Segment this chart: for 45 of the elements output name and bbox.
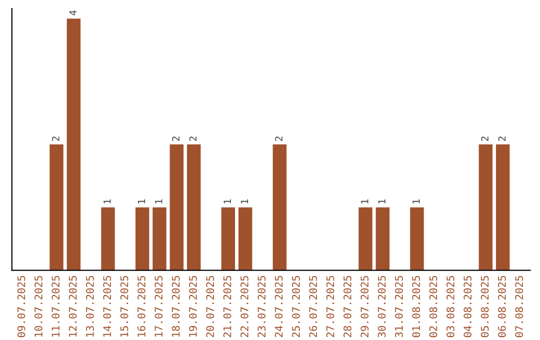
x-tick-label: 30.07.2025 xyxy=(378,276,386,338)
x-tick-label: 25.07.2025 xyxy=(292,276,300,338)
x-tick-label: 31.07.2025 xyxy=(394,276,403,338)
x-tick-label: 11.07.2025 xyxy=(52,276,60,337)
x-tick-label: 15.07.2025 xyxy=(120,276,128,337)
x-tick-label: 21.07.2025 xyxy=(223,276,232,338)
x-tick-label: 28.07.2025 xyxy=(343,276,352,338)
x-tick-label: 04.08.2025 xyxy=(464,276,472,338)
x-tick-label: 18.07.2025 xyxy=(172,276,180,337)
data-label: 1 xyxy=(224,199,231,204)
x-tick-label: 06.08.2025 xyxy=(498,276,506,338)
x-tick-label: 13.07.2025 xyxy=(86,276,94,337)
x-tick-label: 24.07.2025 xyxy=(274,276,283,338)
data-label: 2 xyxy=(172,136,180,141)
data-label: 1 xyxy=(240,199,248,204)
x-tick-label: 09.07.2025 xyxy=(17,276,26,338)
data-label: 1 xyxy=(412,199,420,204)
x-tick-label: 14.07.2025 xyxy=(103,276,112,337)
data-label: 2 xyxy=(498,136,506,141)
x-tick-label: 12.07.2025 xyxy=(68,276,77,337)
x-tick-label: 16.07.2025 xyxy=(138,276,146,337)
x-tick-label: 02.08.2025 xyxy=(429,276,438,338)
data-label: 2 xyxy=(189,136,197,141)
x-tick-label: 10.07.2025 xyxy=(34,276,42,337)
x-tick-label: 19.07.2025 xyxy=(189,276,197,337)
x-tick-label: 22.07.2025 xyxy=(240,276,248,338)
data-label: 1 xyxy=(155,199,162,204)
data-label: 1 xyxy=(104,199,111,204)
data-label: 1 xyxy=(138,199,146,204)
data-label: 2 xyxy=(481,136,488,141)
data-label: 2 xyxy=(52,136,60,141)
x-tick-label: 01.08.2025 xyxy=(412,276,420,338)
x-tick-label: 20.07.2025 xyxy=(206,276,214,338)
data-label: 2 xyxy=(275,136,282,141)
x-tick-label: 07.08.2025 xyxy=(515,276,524,338)
x-tick-label: 03.08.2025 xyxy=(446,276,454,338)
x-tick-label: 29.07.2025 xyxy=(360,276,369,338)
x-tick-label: 26.07.2025 xyxy=(309,276,318,338)
x-tick-label: 27.07.2025 xyxy=(326,276,334,338)
data-label: 1 xyxy=(361,199,368,204)
data-label: 1 xyxy=(378,199,386,204)
data-label: 4 xyxy=(69,10,76,16)
x-tick-label: 17.07.2025 xyxy=(154,276,163,337)
x-tick-label: 05.08.2025 xyxy=(480,276,489,338)
x-tick-label: 23.07.2025 xyxy=(258,276,266,338)
